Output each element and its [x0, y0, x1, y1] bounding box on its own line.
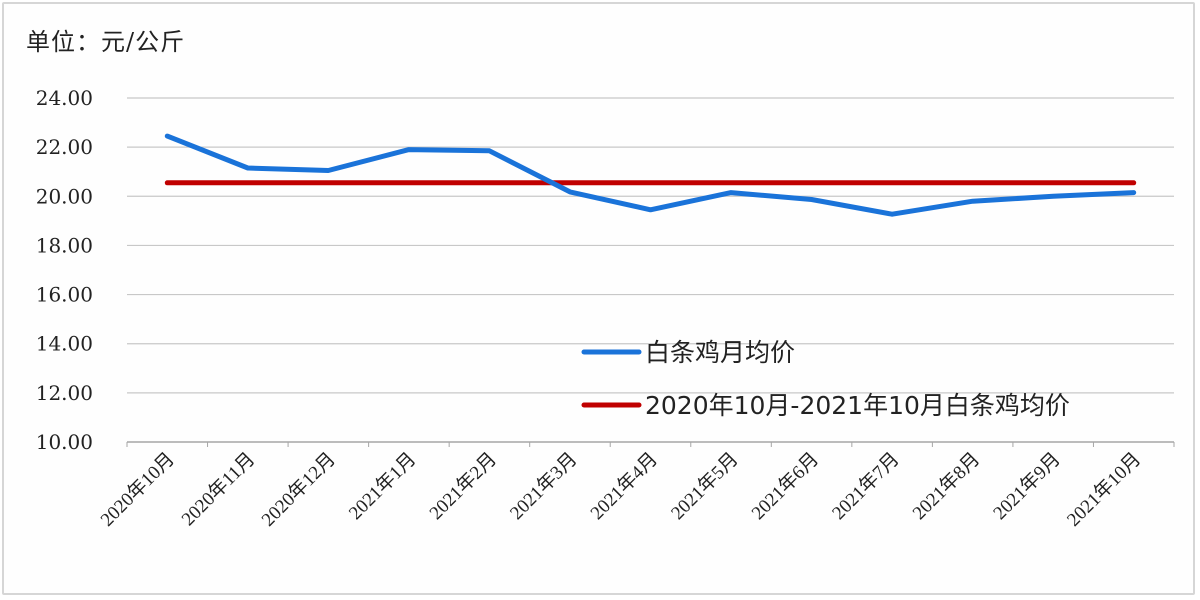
y-tick-label: 18.00 — [36, 233, 93, 257]
x-tick-label: 2021年4月 — [586, 448, 662, 524]
monthly-price-line — [164, 133, 1137, 217]
y-tick-label: 20.00 — [36, 184, 93, 208]
x-tick-label: 2021年10月 — [1063, 448, 1146, 531]
legend-item: 2020年10月-2021年10月白条鸡均价 — [581, 391, 1070, 420]
x-tick-label: 2021年5月 — [667, 448, 743, 524]
x-tick-label: 2021年1月 — [344, 448, 420, 524]
legend-item: 白条鸡月均价 — [581, 338, 795, 367]
x-tick-label: 2021年3月 — [505, 448, 581, 524]
x-tick-label: 2021年8月 — [908, 448, 984, 524]
legend: 白条鸡月均价 2020年10月-2021年10月白条鸡均价 — [581, 338, 1070, 420]
y-tick-label: 12.00 — [36, 381, 93, 405]
x-tick-label: 2020年10月 — [96, 448, 179, 531]
x-tick-label: 2021年2月 — [425, 448, 501, 524]
series-lines — [164, 133, 1137, 217]
y-axis: 24.00 22.00 20.00 18.00 16.00 14.00 12.00 10.00 — [36, 86, 93, 454]
y-tick-label: 24.00 — [36, 86, 93, 110]
x-tick-label: 2021年7月 — [828, 448, 904, 524]
y-tick-label: 22.00 — [36, 135, 93, 159]
y-tick-label: 14.00 — [36, 332, 93, 356]
unit-label: 单位：元/公斤 — [26, 28, 186, 56]
gridlines — [127, 97, 1174, 443]
y-tick-label: 16.00 — [36, 283, 93, 307]
x-tick-label: 2021年6月 — [747, 448, 823, 524]
legend-label: 白条鸡月均价 — [645, 338, 795, 367]
y-tick-label: 10.00 — [36, 430, 93, 454]
legend-label: 2020年10月-2021年10月白条鸡均价 — [645, 391, 1070, 420]
x-tick-label: 2020年12月 — [257, 448, 340, 531]
x-tick-label: 2021年9月 — [989, 448, 1065, 524]
x-tick-label: 2020年11月 — [177, 448, 259, 530]
